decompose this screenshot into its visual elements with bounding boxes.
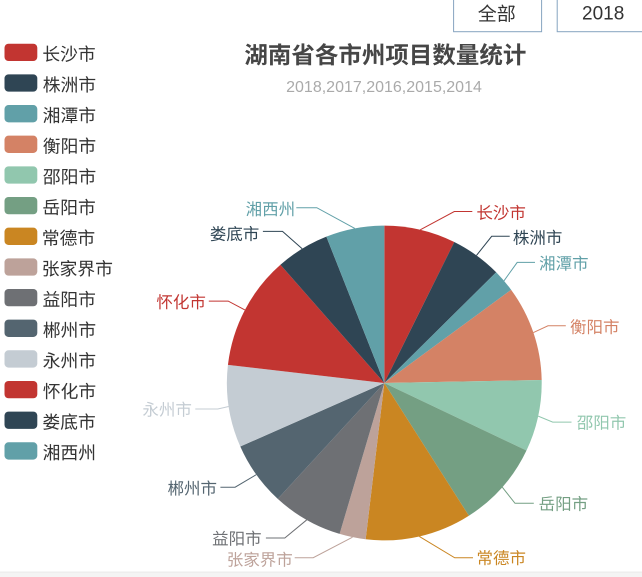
svg-text:2018: 2018 [582,3,624,24]
svg-text:2018,2017,2016,2015,2014: 2018,2017,2016,2015,2014 [286,79,482,96]
